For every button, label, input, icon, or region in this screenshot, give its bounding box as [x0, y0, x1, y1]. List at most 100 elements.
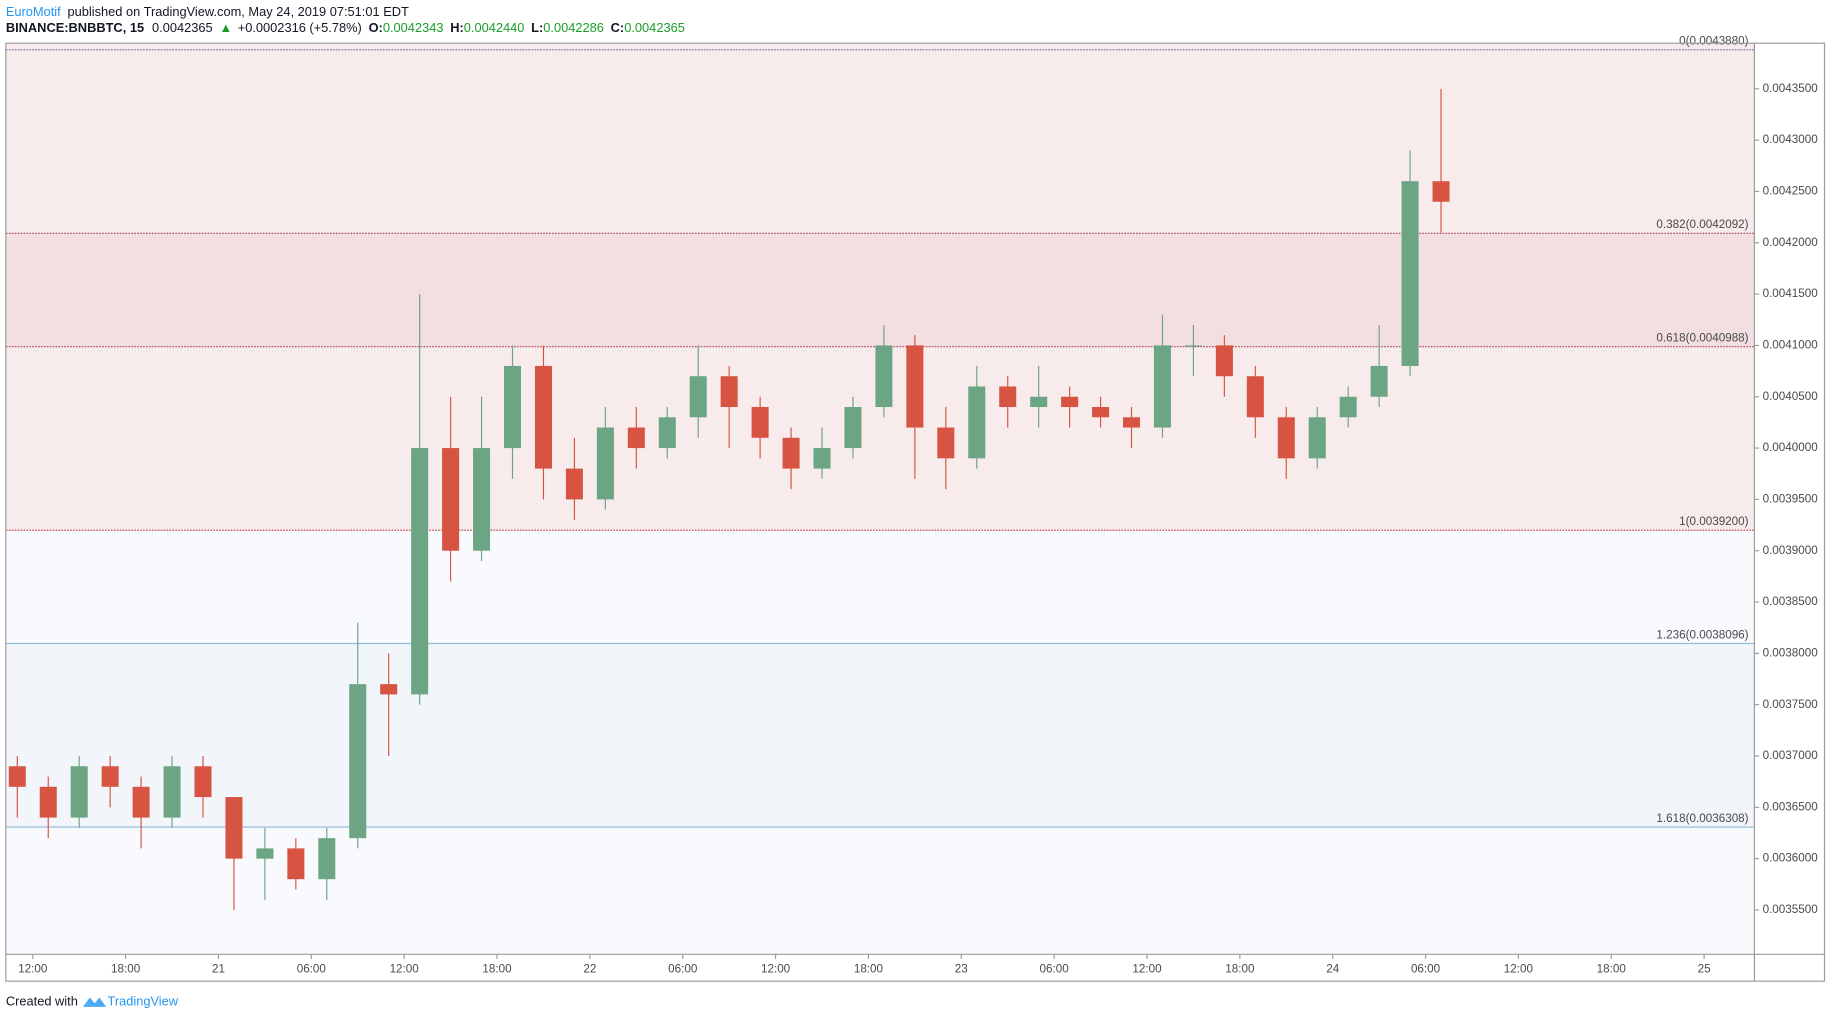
y-tick-label: 0.0039500: [1763, 492, 1819, 505]
candle-body: [411, 448, 429, 695]
fib-band: [5, 827, 1755, 955]
symbol: BINANCE:BNBBTC, 15: [6, 21, 144, 36]
candle-body: [658, 417, 676, 449]
y-tick-label: 0.0037500: [1763, 698, 1819, 711]
y-tick-label: 0.0042500: [1763, 185, 1819, 198]
symbol-line: BINANCE:BNBBTC, 15 0.0042365 ▲ +0.000231…: [6, 21, 685, 36]
candle-body: [1061, 396, 1079, 408]
frame: [5, 42, 1826, 982]
y-tick-label: 0.0036500: [1763, 800, 1819, 813]
x-tick-label: 18:00: [1225, 963, 1255, 976]
plot-area: 0(0.0043880) 0.382(0.0042092) 0.618(0.0040…: [5, 35, 1755, 955]
x-tick-label: 06:00: [1411, 963, 1441, 976]
fib-band: [5, 43, 1755, 234]
ohlc-label: O:: [369, 21, 383, 36]
candle-body: [1432, 181, 1450, 202]
y-tick-label: 0.0043500: [1763, 82, 1819, 95]
x-tick-label: 18:00: [482, 963, 512, 976]
candle-body: [1123, 417, 1141, 428]
candle-body: [596, 427, 614, 500]
ohlc-value: 0.0042286: [543, 21, 604, 36]
y-tick-label: 0.0035500: [1763, 903, 1819, 916]
candle-body: [565, 468, 583, 500]
ohlc-value: 0.0042365: [624, 21, 685, 36]
candle-body: [380, 684, 398, 695]
candle-body: [627, 427, 645, 449]
x-tick-label: 25: [1698, 963, 1711, 976]
footer-text: Created with: [6, 994, 78, 1009]
candle-body: [287, 848, 305, 880]
candle-body: [1184, 345, 1202, 347]
candle-body: [1092, 407, 1110, 418]
y-tick-label: 0.0037000: [1763, 749, 1819, 762]
x-tick-label: 18:00: [854, 963, 884, 976]
fib-band: [5, 233, 1755, 347]
candle-body: [473, 448, 491, 551]
y-tick-label: 0.0038000: [1763, 646, 1819, 659]
candle-body: [163, 766, 181, 818]
fib-label: 0.382(0.0042092): [1656, 218, 1748, 231]
candle-body: [782, 437, 800, 469]
x-tick-label: 06:00: [297, 963, 327, 976]
ohlc-value: 0.0042440: [464, 21, 525, 36]
y-tick-label: 0.0036000: [1763, 852, 1819, 865]
candle-body: [1339, 396, 1357, 418]
x-tick-label: 12:00: [390, 963, 420, 976]
x-tick-label: 12:00: [1504, 963, 1534, 976]
x-tick-label: 06:00: [1040, 963, 1070, 976]
x-tick-label: 06:00: [668, 963, 698, 976]
y-tick-label: 0.0038500: [1763, 595, 1819, 608]
candle-body: [906, 345, 924, 428]
candle-body: [1246, 376, 1264, 418]
candle-body: [1401, 181, 1419, 366]
x-tick-label: 18:00: [111, 963, 141, 976]
candle-body: [1308, 417, 1326, 459]
x-tick-label: 21: [212, 963, 225, 976]
candle-body: [503, 365, 522, 449]
candle-body: [1370, 365, 1388, 397]
up-arrow: ▲: [219, 21, 232, 36]
x-tick-label: 24: [1326, 963, 1339, 976]
candle-body: [751, 407, 769, 438]
y-tick-label: 0.0041500: [1763, 287, 1819, 300]
candle-body: [875, 345, 893, 408]
candle-body: [534, 365, 552, 469]
fib-label: 1.236(0.0038096): [1656, 628, 1748, 641]
x-tick-label: 12:00: [18, 963, 48, 976]
candle-body: [689, 376, 707, 418]
price: 0.0042365: [152, 21, 213, 36]
candle-body: [442, 448, 460, 551]
ohlc-value: 0.0042343: [383, 21, 444, 36]
tv-logo: [82, 997, 107, 1007]
candle-body: [720, 376, 738, 408]
change: +0.0002316 (+5.78%): [238, 21, 362, 36]
candle-body: [999, 386, 1017, 408]
x-tick-label: 18:00: [1597, 963, 1627, 976]
candle-body: [318, 838, 336, 880]
published: published on TradingView.com, May 24, 20…: [68, 4, 410, 19]
author[interactable]: EuroMotif: [6, 4, 61, 19]
candle-body: [1153, 345, 1171, 428]
y-tick-label: 0.0039000: [1763, 544, 1819, 557]
y-tick-label: 0.0040500: [1763, 390, 1819, 403]
candle-body: [844, 407, 862, 449]
ohlc-label: L:: [531, 21, 543, 36]
footer-brand[interactable]: TradingView: [107, 994, 178, 1009]
y-tick-label: 0.0042000: [1763, 236, 1819, 249]
candle-body: [968, 386, 986, 459]
candle-body: [39, 786, 57, 818]
candle-body: [813, 448, 831, 469]
candle-body: [349, 684, 367, 839]
header-line: EuroMotif published on TradingView.com, …: [6, 4, 409, 19]
fib-label: 0.618(0.0040988): [1656, 332, 1748, 345]
ohlc-label: C:: [611, 21, 625, 36]
candle-body: [1277, 417, 1295, 459]
candle-body: [132, 786, 150, 818]
fib-band: [5, 643, 1755, 828]
x-tick-label: 12:00: [761, 963, 791, 976]
candle-body: [937, 427, 955, 459]
y-tick-label: 0.0043000: [1763, 133, 1819, 146]
fib-band: [5, 530, 1755, 644]
candle-body: [1215, 345, 1233, 377]
y-tick-label: 0.0041000: [1763, 339, 1819, 352]
